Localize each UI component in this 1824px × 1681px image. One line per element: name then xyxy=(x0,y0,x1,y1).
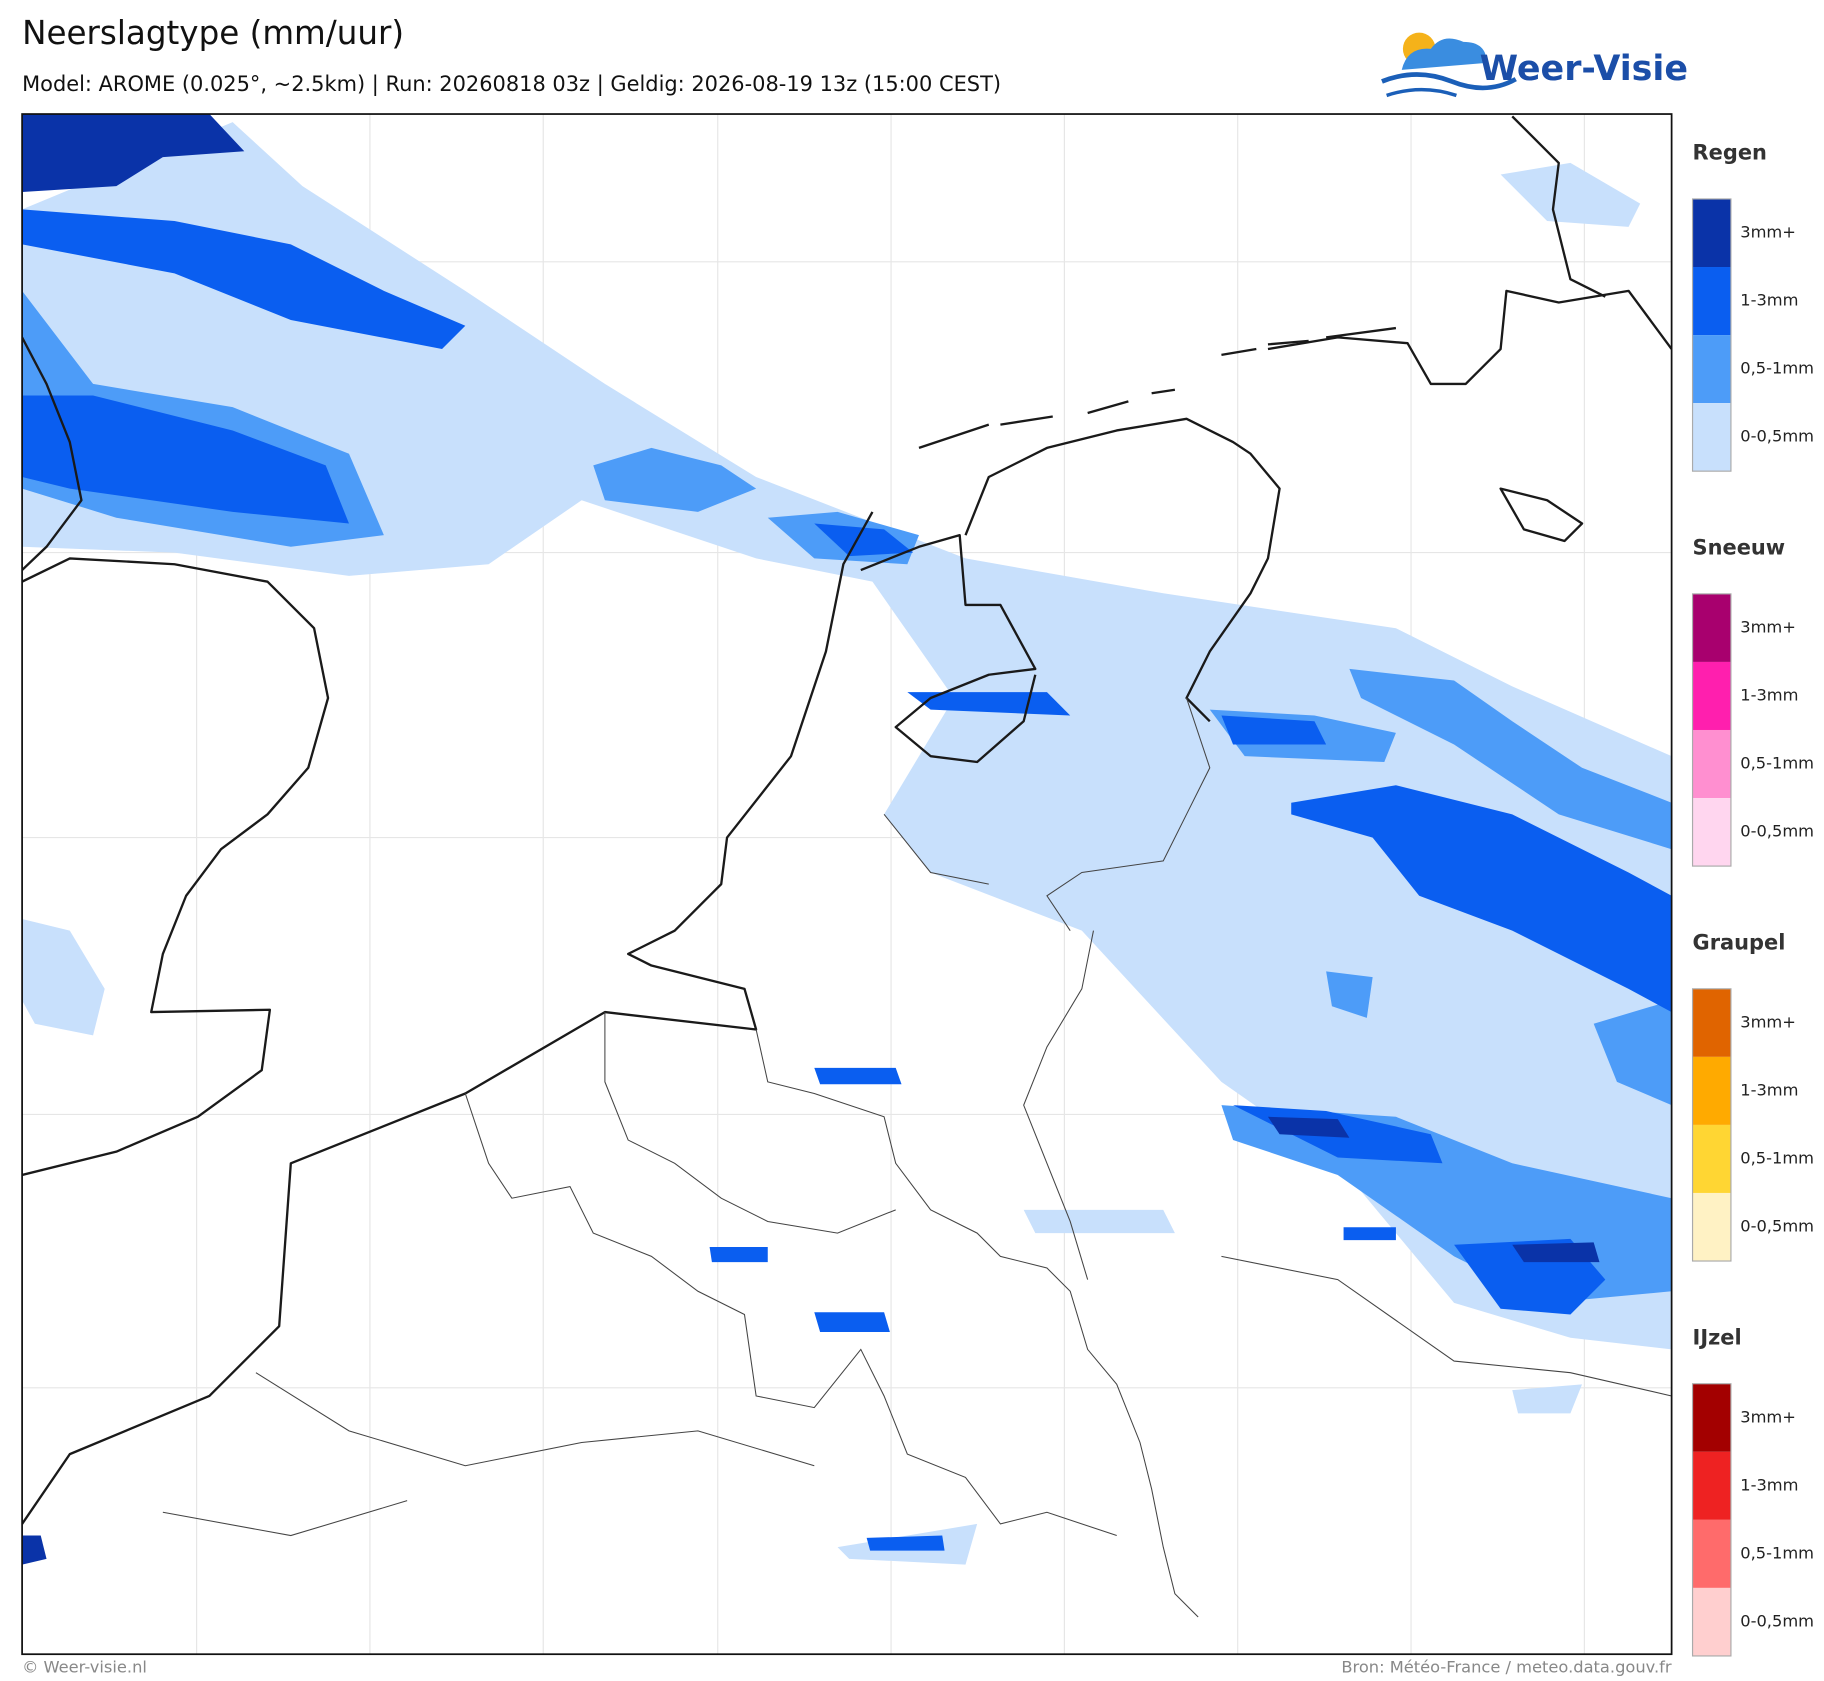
legend-label: 0,5-1mm xyxy=(1740,359,1814,378)
legend-label: 1-3mm xyxy=(1740,1080,1798,1099)
legend-swatch xyxy=(1692,729,1731,799)
legend-label: 3mm+ xyxy=(1740,617,1796,636)
legend-label: 0-0,5mm xyxy=(1740,822,1814,841)
logo-text: Weer-Visie xyxy=(1480,49,1688,89)
legend-label: 3mm+ xyxy=(1740,1407,1796,1426)
coastlines xyxy=(22,115,1672,1525)
legend-swatch xyxy=(1692,1587,1731,1656)
legend-swatch xyxy=(1692,593,1731,662)
legend-swatch xyxy=(1692,1519,1731,1588)
legend-label: 3mm+ xyxy=(1740,1012,1796,1031)
legend-label: 0,5-1mm xyxy=(1740,1543,1814,1562)
map xyxy=(22,114,1672,1655)
legend-label: 3mm+ xyxy=(1740,222,1796,241)
legend-title: IJzel xyxy=(1693,1325,1742,1349)
legend-label: 1-3mm xyxy=(1740,1475,1798,1494)
footer-right: Bron: Météo-France / meteo.data.gouv.fr xyxy=(1341,1658,1672,1677)
legend-label: 1-3mm xyxy=(1740,291,1798,310)
legend-swatch xyxy=(1692,1383,1731,1452)
legend-title: Graupel xyxy=(1693,930,1786,954)
legend-label: 0,5-1mm xyxy=(1740,1148,1814,1167)
legend-swatch xyxy=(1692,1056,1731,1125)
legend-title: Regen xyxy=(1693,141,1767,165)
legend-label: 0-0,5mm xyxy=(1740,427,1814,446)
logo: Weer-Visie xyxy=(1381,32,1688,98)
subtitle: Model: AROME (0.025°, ~2.5km) | Run: 202… xyxy=(22,72,1001,97)
title: Neerslagtype (mm/uur) xyxy=(22,14,404,52)
legend-label: 0-0,5mm xyxy=(1740,1216,1814,1235)
legend-box xyxy=(1691,198,1732,472)
legend-swatch xyxy=(1692,661,1731,730)
borders xyxy=(162,697,1672,1618)
legend-label: 0,5-1mm xyxy=(1740,754,1814,773)
legend-box xyxy=(1691,593,1732,867)
legend-swatch xyxy=(1692,988,1731,1057)
legend-swatch xyxy=(1692,1192,1731,1262)
legend-label: 0-0,5mm xyxy=(1740,1611,1814,1630)
legend-label: 1-3mm xyxy=(1740,685,1798,704)
legend-swatch xyxy=(1692,798,1731,867)
legend-swatch xyxy=(1692,1451,1731,1520)
precipitation xyxy=(22,114,1672,1565)
legend-swatch xyxy=(1692,403,1731,472)
legend-swatch xyxy=(1692,198,1731,268)
footer-left: © Weer-visie.nl xyxy=(22,1658,147,1677)
legend-box xyxy=(1691,988,1732,1262)
legend-title: Sneeuw xyxy=(1693,536,1786,560)
map-frame xyxy=(21,113,1673,1656)
legend-box xyxy=(1691,1383,1732,1657)
legend: Regen 3mm+ 1-3mm 0,5-1mm 0-0,5mm Sneeuw 3mm+ 1-… xyxy=(1691,141,1814,1657)
legend-swatch xyxy=(1692,1124,1731,1193)
legend-swatch xyxy=(1692,335,1731,404)
legend-swatch xyxy=(1692,267,1731,336)
